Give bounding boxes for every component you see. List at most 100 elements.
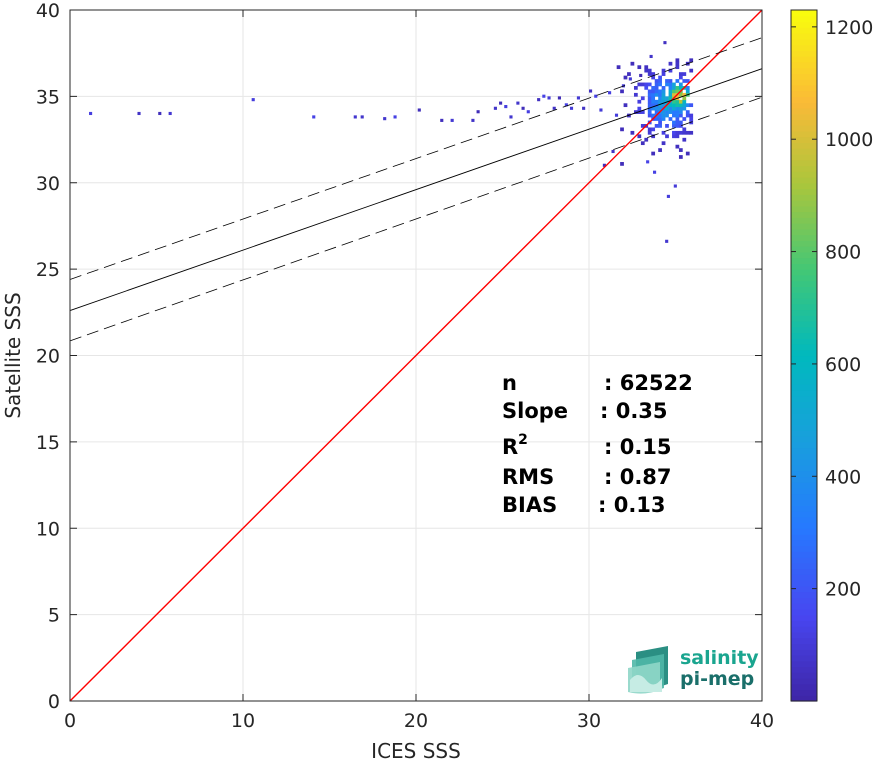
heatmap-cell <box>675 99 680 104</box>
heatmap-cell <box>640 82 645 87</box>
heatmap-outlier-point <box>564 103 568 107</box>
heatmap-cell <box>658 99 662 104</box>
heatmap-cell <box>685 130 690 135</box>
heatmap-cell <box>647 89 652 94</box>
colorbar-segment <box>791 38 817 46</box>
heatmap-cell <box>654 86 659 90</box>
heatmap-cell <box>668 117 673 121</box>
heatmap-cell <box>678 99 683 104</box>
heatmap-outlier-point <box>646 160 650 164</box>
grid <box>70 10 762 701</box>
heatmap-cell <box>647 82 652 87</box>
colorbar-segment <box>791 522 817 529</box>
heatmap-cell <box>651 72 656 76</box>
colorbar-segment <box>791 482 817 489</box>
colorbar-segment <box>791 159 817 167</box>
colorbar-tick-label: 1200 <box>825 17 873 39</box>
heatmap-cell <box>678 155 683 159</box>
stats-label: R2 <box>502 432 528 459</box>
colorbar-segment <box>791 125 817 132</box>
colorbar-segment <box>791 401 817 408</box>
heatmap-outlier-point <box>89 111 93 116</box>
heatmap-cell <box>651 103 656 108</box>
colorbar-segment <box>791 251 817 259</box>
colorbar-segment <box>791 176 817 184</box>
heatmap-cell <box>661 103 666 108</box>
heatmap-cell <box>651 113 656 118</box>
heatmap-cell <box>661 130 666 135</box>
colorbar-segment <box>791 683 817 691</box>
colorbar-segment <box>791 390 817 397</box>
colorbar-segment <box>791 487 817 495</box>
heatmap-outlier-point <box>599 108 603 112</box>
confidence-line <box>69 96 763 342</box>
stats-superscript: 2 <box>518 432 528 448</box>
heatmap-outlier-point <box>417 108 421 112</box>
y-tick-label: 30 <box>36 173 60 195</box>
density-heatmap <box>89 41 694 243</box>
colorbar-segment <box>791 130 817 138</box>
colorbar-segment <box>791 372 817 380</box>
heatmap-cell <box>644 137 649 142</box>
colorbar-segment <box>791 274 817 282</box>
heatmap-cell <box>675 86 680 90</box>
heatmap-cell <box>654 79 659 83</box>
heatmap-cell <box>644 65 649 70</box>
y-tick-label: 10 <box>36 518 60 540</box>
heatmap-cell <box>672 106 676 111</box>
heatmap-cell <box>640 96 645 101</box>
colorbar-segment <box>791 332 817 339</box>
colorbar-segment <box>791 470 817 478</box>
heatmap-cell <box>658 82 662 87</box>
heatmap-cell <box>661 89 666 94</box>
colorbar-segment <box>791 200 817 207</box>
axis-ticks: 0 10 20 30 40 0 5 10 15 20 25 30 35 40 <box>36 0 774 732</box>
heatmap-cell <box>665 79 669 83</box>
heatmap-cell <box>682 106 687 111</box>
heatmap-cell <box>689 58 694 63</box>
heatmap-cell <box>651 127 656 132</box>
heatmap-cell <box>675 117 680 121</box>
heatmap-cell <box>672 103 676 108</box>
heatmap-cell <box>651 86 656 90</box>
heatmap-outlier-point <box>493 106 497 110</box>
heatmap-outlier-point <box>504 105 508 109</box>
colorbar-segment <box>791 436 817 443</box>
heatmap-cell <box>644 68 649 73</box>
heatmap-cell <box>675 61 680 66</box>
heatmap-cell <box>661 141 666 146</box>
heatmap-cell <box>633 86 638 90</box>
heatmap-cell <box>654 82 659 87</box>
heatmap-cell <box>651 134 656 139</box>
colorbar-segment <box>791 528 817 535</box>
heatmap-cell <box>665 96 669 101</box>
colorbar-segment <box>791 580 817 587</box>
heatmap-cell <box>682 130 687 135</box>
colorbar-segment <box>791 61 817 69</box>
heatmap-cell <box>689 117 694 121</box>
heatmap-cell <box>689 103 694 108</box>
heatmap-outlier-point <box>608 91 612 95</box>
heatmap-outlier-point <box>383 117 387 121</box>
heatmap-cell <box>654 89 659 94</box>
y-tick-label: 5 <box>48 605 60 627</box>
colorbar-segment <box>791 119 817 126</box>
colorbar-segment <box>791 211 817 218</box>
colorbar-segment <box>791 597 817 604</box>
stats-value: : 0.15 <box>604 435 672 459</box>
colorbar-segment <box>791 545 817 552</box>
heatmap-outlier-point <box>137 111 141 116</box>
colorbar-tick-label: 800 <box>825 242 861 264</box>
heatmap-cell <box>647 106 652 111</box>
heatmap-outlier-point <box>614 113 619 117</box>
colorbar-segment <box>791 90 817 97</box>
colorbar-segment <box>791 407 817 414</box>
y-tick-label: 15 <box>36 432 60 454</box>
heatmap-outlier-point <box>628 77 632 81</box>
heatmap-cell <box>675 79 680 83</box>
stats-label: Slope <box>502 399 568 423</box>
heatmap-cell <box>668 86 673 90</box>
heatmap-outlier-point <box>168 111 172 116</box>
heatmap-outlier-point <box>526 110 530 114</box>
colorbar-segment <box>791 343 817 351</box>
